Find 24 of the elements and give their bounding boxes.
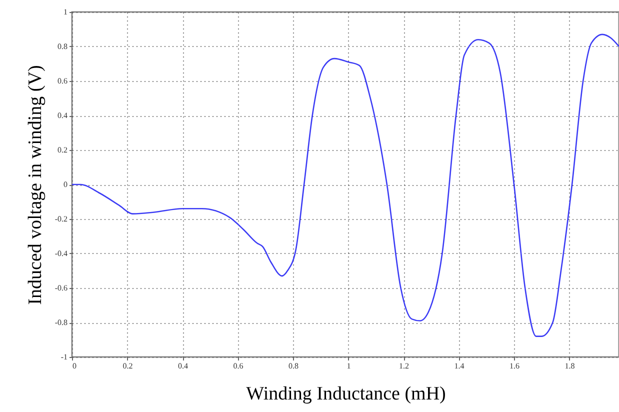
y-tick-label: -0.4: [54, 249, 68, 258]
y-tick-label: 0.4: [58, 111, 68, 120]
x-axis-title: Winding Inductance (mH): [246, 384, 446, 404]
x-tick-label: 0.2: [122, 362, 133, 370]
y-tick-label: -0.2: [54, 214, 68, 224]
y-tick-label: 0: [64, 180, 68, 189]
x-tick-label: 1.4: [454, 362, 464, 370]
y-axis-title: Induced voltage in winding (V): [24, 65, 46, 305]
x-tick-label: 1.8: [564, 362, 575, 370]
x-tick-label: 1: [346, 362, 351, 370]
y-tick-label: -0.6: [54, 284, 68, 292]
y-tick-label: 0.2: [58, 146, 68, 154]
x-tick-label: 0.6: [233, 362, 244, 370]
y-tick-label: -1: [60, 352, 68, 362]
y-tick-label: 0.8: [58, 42, 68, 51]
x-tick-label: 1.6: [510, 362, 520, 370]
x-tick-label: 0: [72, 362, 76, 370]
x-tick-label: 0.8: [288, 362, 299, 370]
y-tick-label: 0.6: [58, 76, 68, 86]
x-tick-label: 1.2: [399, 362, 410, 370]
line-series: [72, 34, 619, 337]
y-tick-label: 1: [64, 8, 68, 16]
y-tick-label: -0.8: [54, 318, 68, 327]
x-tick-label: 0.4: [178, 362, 188, 370]
